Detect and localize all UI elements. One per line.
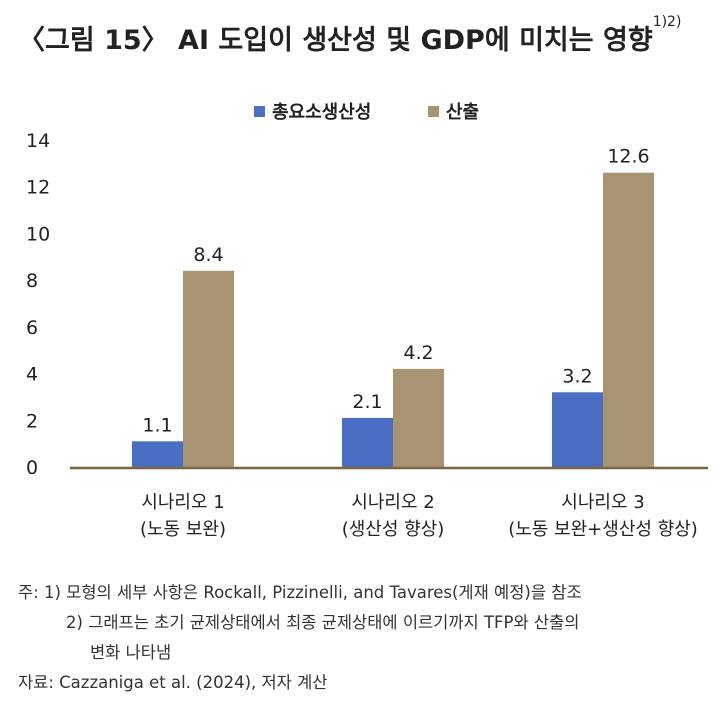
y-tick-label: 10 [26,223,50,245]
bar-tfp [132,441,183,467]
chart-title: 〈그림 15〉 AI 도입이 생산성 및 GDP에 미치는 영향1)2) [18,14,681,57]
bar-series: 1.1 8.4 2.1 4.2 3.2 12.6 [132,146,654,467]
data-label: 12.6 [607,146,649,168]
bar-chart: 총요소생산성 산출 0 2 4 6 8 10 12 14 1.1 8.4 2.1 4.2 3.2 12.6… [26,102,708,540]
x-category-label: (노동 보완) [140,519,226,540]
x-axis: 시나리오 1 (노동 보완) 시나리오 2 (생산성 향상) 시나리오 3 (노동 보완+… [70,466,708,540]
y-tick-label: 2 [26,410,38,432]
data-label: 2.1 [352,391,382,413]
y-tick-label: 12 [26,177,50,199]
y-tick-label: 0 [26,457,38,479]
source-note: 자료: Cazzaniga et al. (2024), 저자 계산 [18,673,328,692]
x-category-label: (생산성 향상) [342,519,445,540]
bar-output [603,172,654,467]
data-label: 8.4 [193,244,223,266]
note-2-line-1: 2) 그래프는 초기 균제상태에서 최종 균제상태에 이르기까지 TFP와 산출… [66,613,580,632]
y-tick-label: 6 [26,317,38,339]
legend-label: 총요소생산성 [272,102,371,123]
note-1-text: 1) 모형의 세부 사항은 Rockall, Pizzinelli, and T… [44,583,582,602]
legend-swatch [254,106,265,117]
y-tick-label: 8 [26,270,38,292]
legend-label: 산출 [446,102,479,123]
footnotes: 주: 1) 모형의 세부 사항은 Rockall, Pizzinelli, an… [18,578,582,698]
note-prefix: 주: [18,583,39,602]
y-tick-label: 14 [26,130,50,152]
x-category-label: 시나리오 3 [561,492,644,513]
x-category-label: 시나리오 1 [141,492,224,513]
bar-output [393,368,444,467]
note-2-line-2: 변화 나타냄 [90,643,172,662]
bar-tfp [342,417,393,467]
chart-legend: 총요소생산성 산출 [254,102,479,123]
bar-tfp [552,392,603,467]
title-footnote-marker: 1)2) [652,14,682,30]
data-label: 3.2 [562,365,592,387]
data-label: 1.1 [142,414,172,436]
y-axis: 0 2 4 6 8 10 12 14 [26,130,50,479]
x-category-label: 시나리오 2 [351,492,434,513]
bar-output [183,270,234,467]
y-tick-label: 4 [26,364,38,386]
data-label: 4.2 [403,342,433,364]
note-1: 주: 1) 모형의 세부 사항은 Rockall, Pizzinelli, an… [18,578,582,608]
chart-title-text: 〈그림 15〉 AI 도입이 생산성 및 GDP에 미치는 영향 [18,25,653,56]
x-category-label: (노동 보완+생산성 향상) [508,519,698,540]
legend-swatch [428,106,439,117]
